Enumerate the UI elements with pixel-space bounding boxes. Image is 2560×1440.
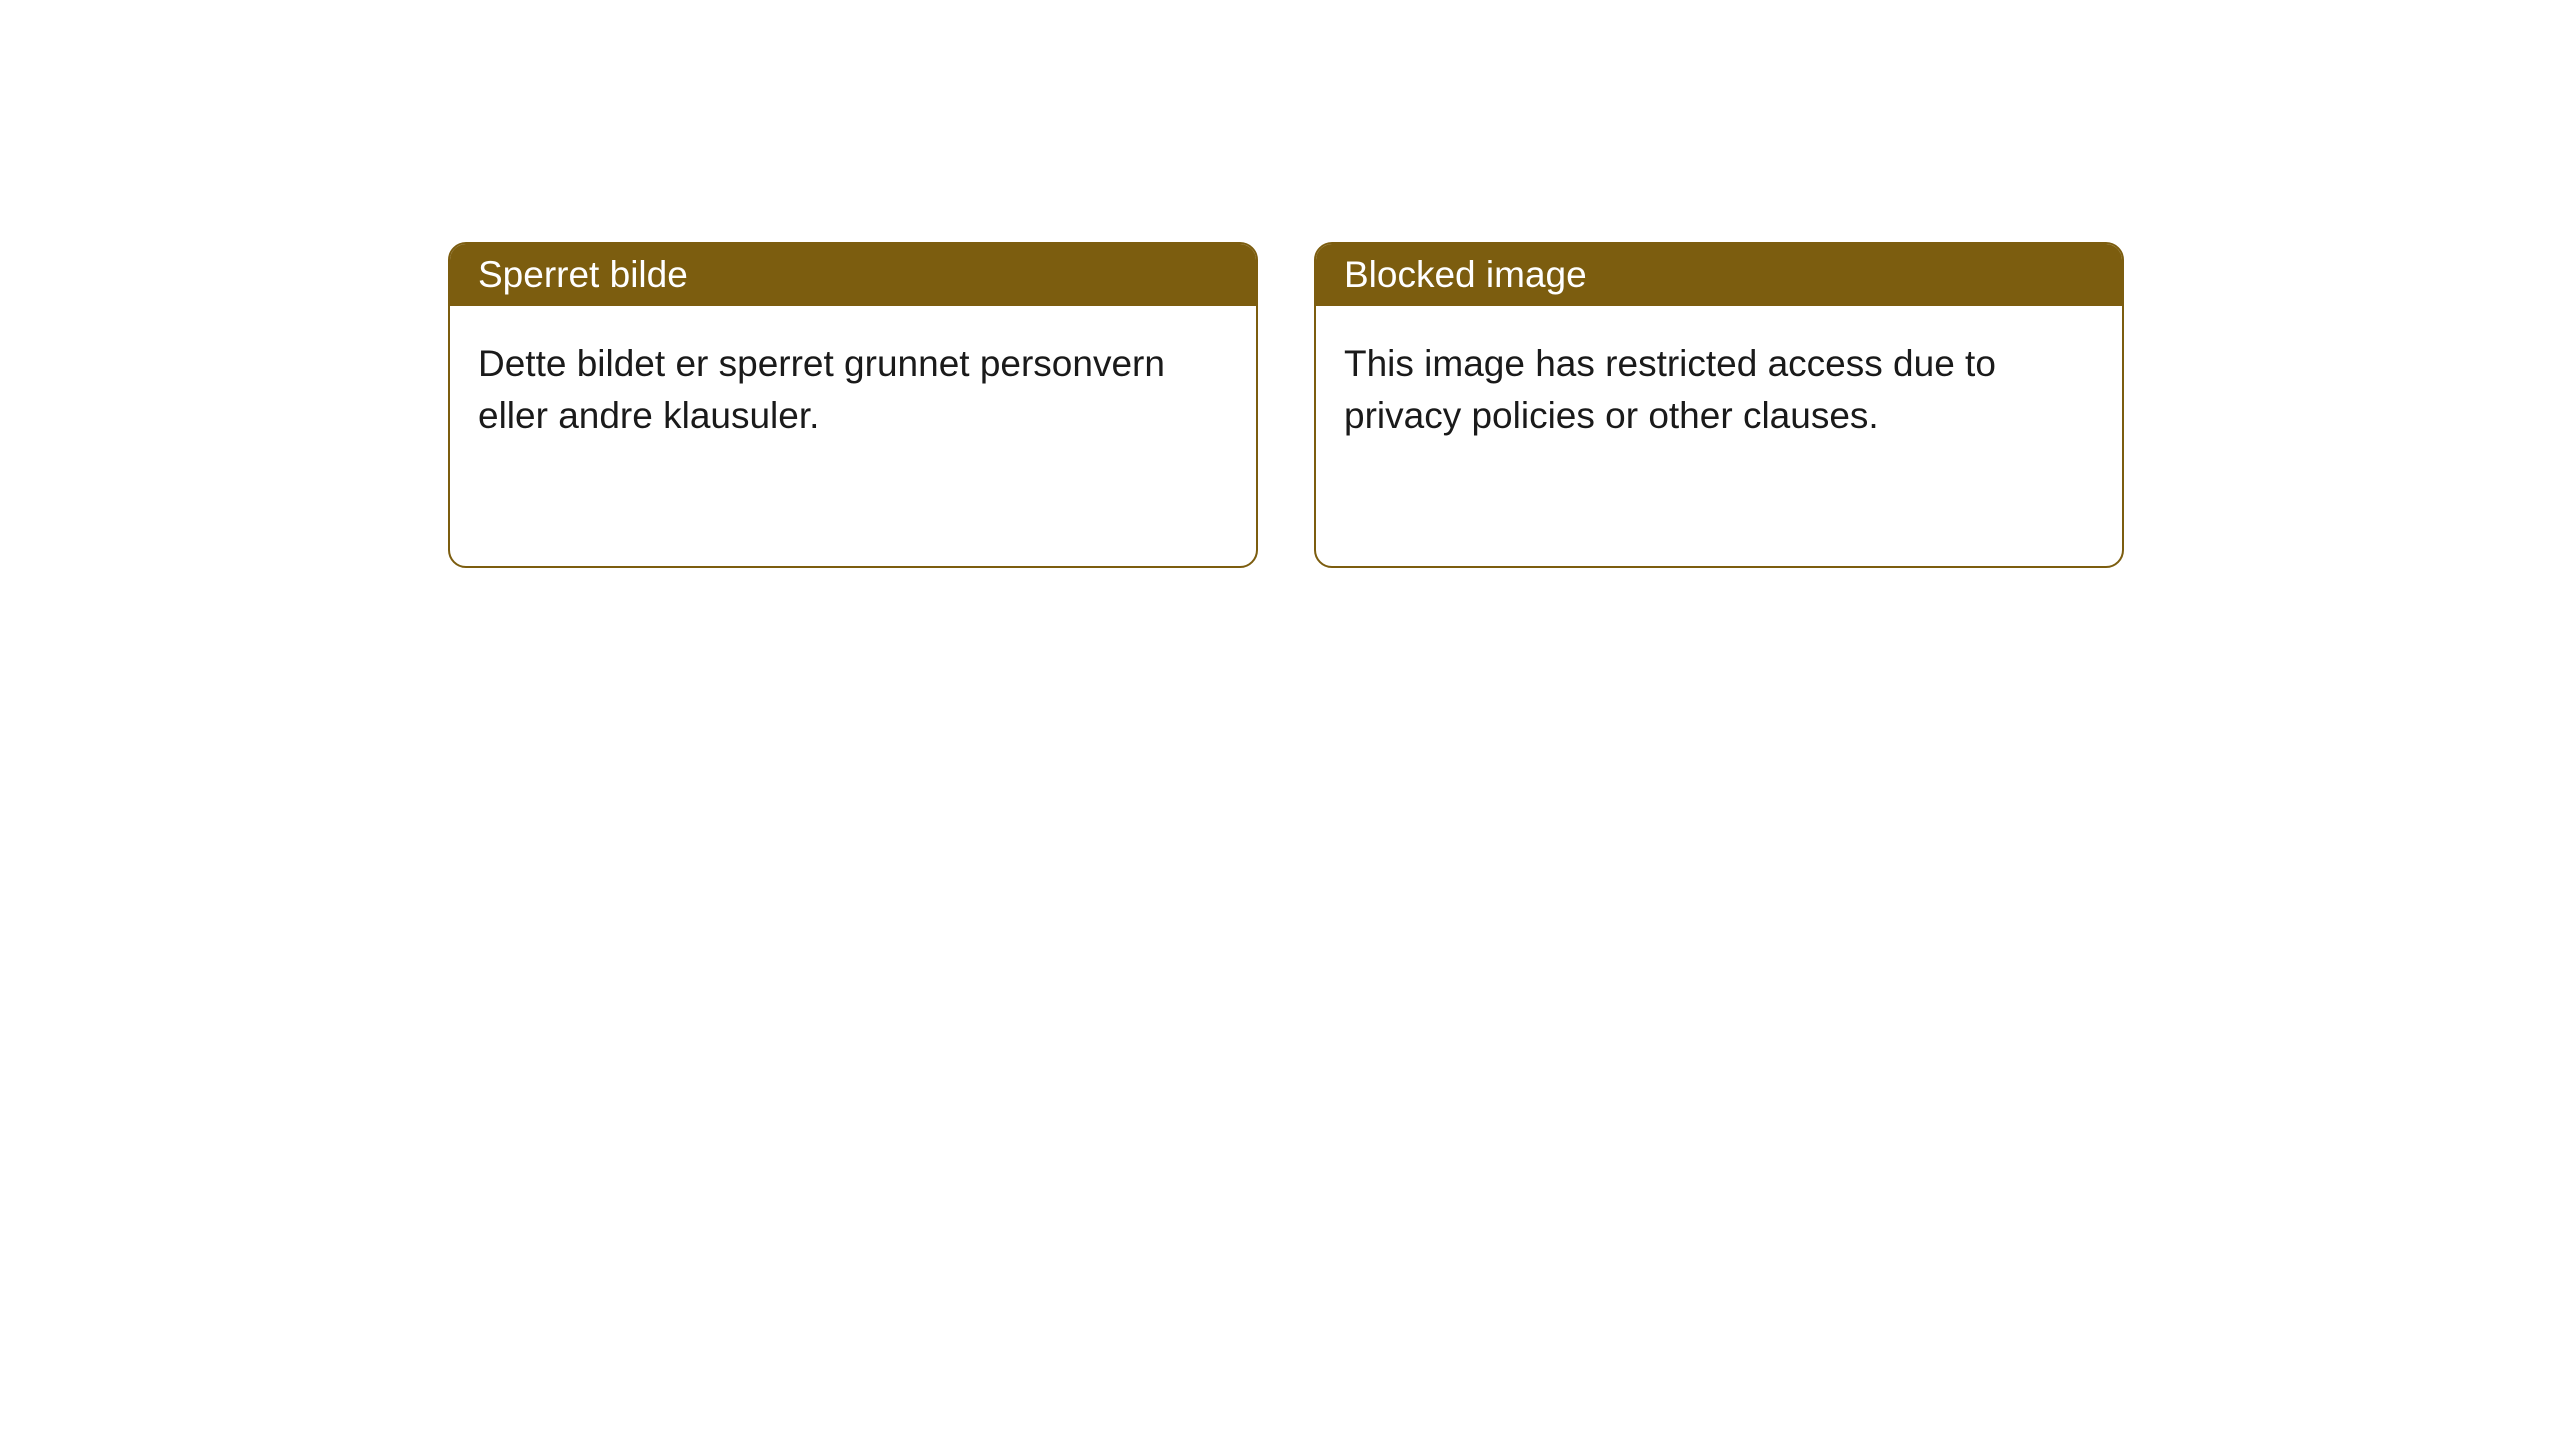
notice-container: Sperret bilde Dette bildet er sperret gr…	[0, 0, 2560, 568]
notice-body: This image has restricted access due to …	[1316, 306, 2122, 566]
notice-body: Dette bildet er sperret grunnet personve…	[450, 306, 1256, 566]
notice-card-english: Blocked image This image has restricted …	[1314, 242, 2124, 568]
notice-header: Sperret bilde	[450, 244, 1256, 306]
notice-header: Blocked image	[1316, 244, 2122, 306]
notice-card-norwegian: Sperret bilde Dette bildet er sperret gr…	[448, 242, 1258, 568]
